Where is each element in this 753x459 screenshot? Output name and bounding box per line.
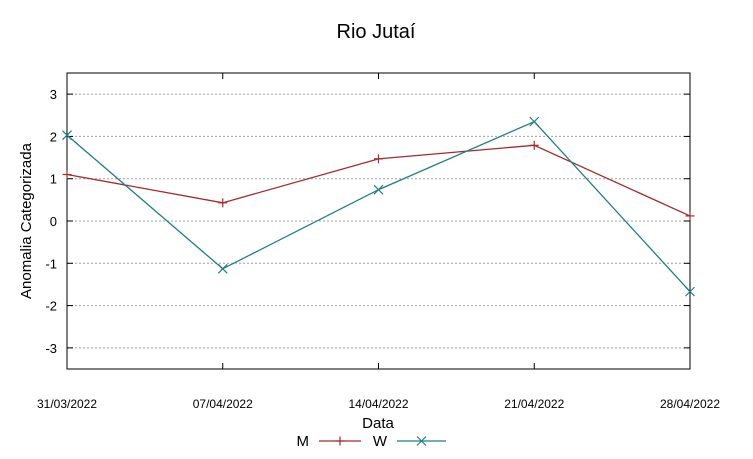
legend-item: W (373, 433, 446, 450)
legend-label: M (297, 433, 310, 450)
series-line (66, 120, 691, 293)
x-axis-label: Data (362, 415, 394, 432)
data-point (529, 116, 540, 127)
series-W (62, 116, 695, 297)
x-tick-label: 21/04/2022 (504, 397, 564, 411)
y-axis-label: Anomalia Categorizada (18, 142, 35, 299)
x-tick-label: 14/04/2022 (348, 397, 408, 411)
y-tick-label: -3 (45, 341, 57, 356)
y-tick-label: 2 (50, 129, 57, 144)
data-point (217, 263, 228, 274)
chart-title: Rio Jutaí (337, 21, 416, 43)
legend-marker (416, 436, 427, 446)
legend-marker (335, 436, 345, 446)
y-tick-label: 1 (50, 172, 57, 187)
data-point (685, 286, 695, 297)
y-tick-label: 3 (50, 87, 57, 102)
data-point (62, 169, 72, 179)
x-axis-ticks: 31/03/2022 07/04/2022 14/04/2022 21/04/2022… (37, 73, 720, 411)
y-tick-label: 0 (50, 214, 57, 229)
x-tick-label: 07/04/2022 (193, 397, 253, 411)
legend-item: M (297, 433, 361, 450)
data-point (529, 140, 539, 150)
data-point (218, 198, 228, 208)
series-M (62, 140, 695, 221)
data-point (685, 211, 695, 221)
series-layer (62, 116, 695, 297)
x-tick-label: 28/04/2022 (660, 397, 720, 411)
legend-label: W (373, 433, 388, 450)
data-point (373, 184, 384, 195)
data-point (62, 130, 72, 141)
y-tick-label: -2 (45, 299, 57, 314)
y-tick-label: -1 (45, 256, 57, 271)
data-point (374, 154, 383, 164)
gridlines (67, 93, 690, 349)
y-axis-ticks: -3 -2 -1 0 1 2 3 (45, 87, 690, 356)
x-tick-label: 31/03/2022 (37, 397, 97, 411)
